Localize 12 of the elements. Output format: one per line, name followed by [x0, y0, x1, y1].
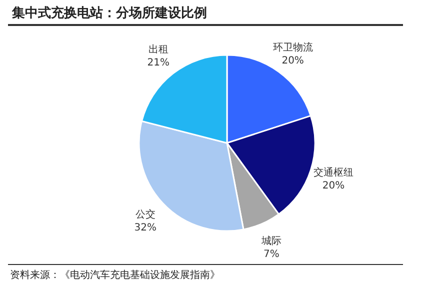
- chart-title: 集中式充换电站：分场所建设比例: [12, 4, 207, 22]
- slice-label: 公交: [135, 208, 156, 221]
- data-label: 32%: [134, 222, 156, 234]
- data-label: 20%: [322, 180, 345, 192]
- slice-label: 环卫物流: [272, 41, 313, 54]
- data-label: 20%: [282, 55, 304, 66]
- slice-label: 城际: [260, 234, 282, 247]
- data-label: 7%: [264, 248, 280, 260]
- slice-label: 出租: [148, 44, 168, 56]
- data-label: 21%: [147, 58, 170, 69]
- text: 资料来源：《电动汽车充电基础设施发展指南》: [10, 268, 220, 282]
- slice-label: 交通枢纽: [314, 166, 354, 179]
